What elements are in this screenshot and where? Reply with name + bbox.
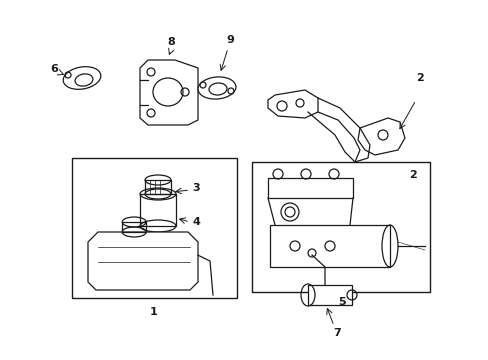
Polygon shape [88,232,198,290]
Bar [145,180,171,194]
Text: 6: 6 [50,64,58,74]
Bar [251,162,429,292]
Text: 9: 9 [225,35,233,45]
Ellipse shape [198,77,236,99]
Bar [267,178,352,198]
Bar [269,225,389,267]
Polygon shape [140,60,198,125]
Polygon shape [267,90,317,118]
Ellipse shape [208,83,226,95]
Bar [140,194,176,226]
Text: 5: 5 [338,297,345,307]
Polygon shape [357,118,404,155]
Ellipse shape [75,74,93,86]
Text: 2: 2 [408,170,416,180]
Text: 3: 3 [192,183,200,193]
Text: 7: 7 [332,328,340,338]
Bar [72,158,237,298]
Polygon shape [307,285,351,305]
Text: 2: 2 [415,73,423,83]
Text: 1: 1 [150,307,158,317]
Ellipse shape [63,67,101,89]
Text: 4: 4 [192,217,200,227]
Bar [122,222,146,232]
Text: 8: 8 [167,37,175,47]
